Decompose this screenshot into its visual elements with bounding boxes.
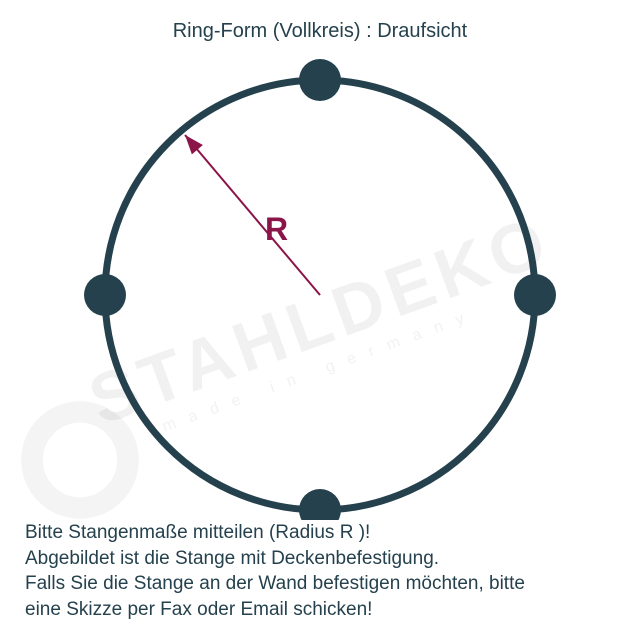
caption-line: eine Skizze per Fax oder Email schicken! bbox=[25, 597, 615, 623]
mount-node bbox=[299, 489, 341, 520]
mount-node bbox=[514, 274, 556, 316]
ring-diagram: R bbox=[0, 50, 640, 520]
caption-block: Bitte Stangenmaße mitteilen (Radius R )!… bbox=[25, 520, 615, 623]
mount-node bbox=[84, 274, 126, 316]
diagram-title: Ring-Form (Vollkreis) : Draufsicht bbox=[0, 20, 640, 43]
mount-node bbox=[299, 59, 341, 101]
radius-label: R bbox=[265, 211, 288, 247]
radius-arrow-head bbox=[185, 135, 203, 154]
caption-line: Bitte Stangenmaße mitteilen (Radius R )! bbox=[25, 520, 615, 546]
radius-arrow-line bbox=[185, 135, 320, 295]
caption-line: Falls Sie die Stange an der Wand befesti… bbox=[25, 571, 615, 597]
caption-line: Abgebildet ist die Stange mit Deckenbefe… bbox=[25, 546, 615, 572]
